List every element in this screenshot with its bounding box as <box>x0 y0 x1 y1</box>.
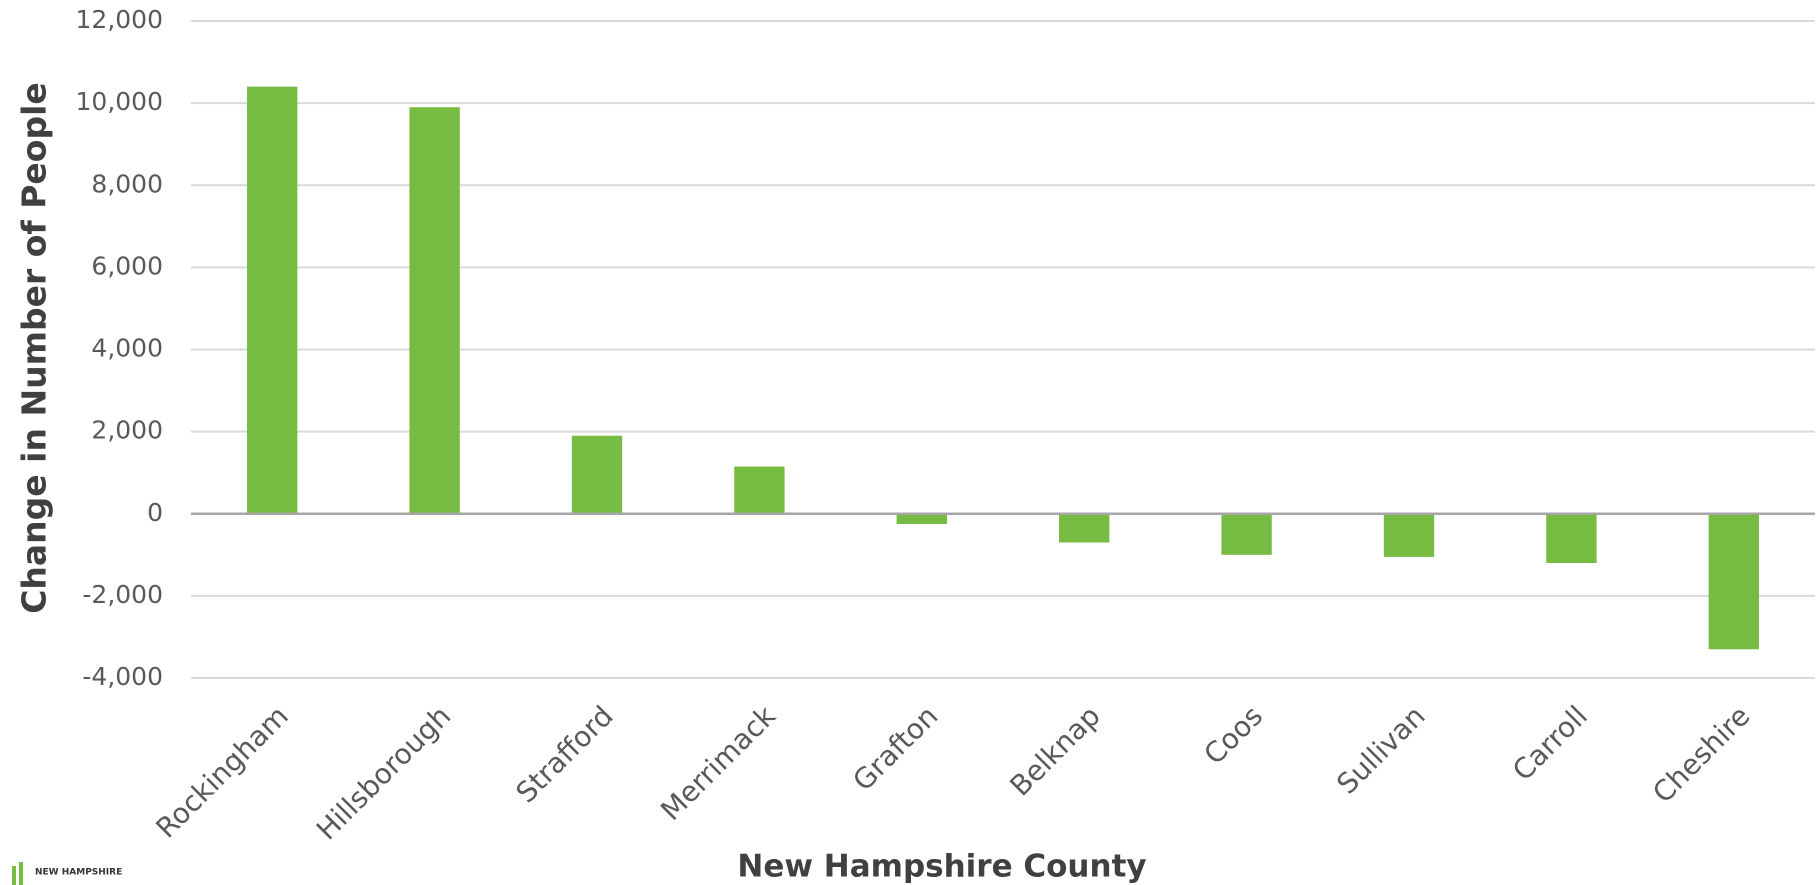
x-axis-title: New Hampshire County <box>737 849 1146 885</box>
x-tick-label: Grafton <box>846 699 944 797</box>
x-tick-label: Sullivan <box>1330 699 1431 800</box>
x-tick-label: Coos <box>1198 699 1270 771</box>
logo-text: NEW HAMPSHIRE <box>35 868 122 878</box>
y-tick-label: 0 <box>147 498 163 527</box>
x-tick-label: Carroll <box>1506 699 1594 787</box>
bar <box>1546 513 1597 564</box>
y-tick-label: 4,000 <box>91 334 163 363</box>
bar <box>409 107 460 514</box>
x-tick-label: Rockingham <box>150 699 295 844</box>
bar <box>247 86 298 514</box>
bar <box>1059 513 1110 543</box>
bar <box>1221 513 1272 555</box>
y-tick-label: -4,000 <box>82 662 163 691</box>
logo-mark <box>19 862 23 885</box>
bar <box>1383 513 1435 557</box>
x-tick-label: Hillsborough <box>310 699 457 846</box>
x-tick-label: Merrimack <box>654 699 782 827</box>
y-tick-label: 10,000 <box>76 87 163 116</box>
y-tick-label: 2,000 <box>91 416 163 445</box>
bar <box>571 435 623 514</box>
y-tick-label: 12,000 <box>76 5 163 34</box>
y-tick-label: 8,000 <box>91 169 163 198</box>
x-tick-label: Belknap <box>1003 699 1106 802</box>
bar <box>1708 513 1759 650</box>
x-tick-label: Strafford <box>510 699 620 809</box>
y-tick-label: 6,000 <box>91 251 163 280</box>
x-tick-label: Cheshire <box>1646 699 1756 809</box>
y-tick-label: -2,000 <box>82 580 163 609</box>
bar <box>734 466 785 514</box>
logo-mark <box>12 866 16 885</box>
bar <box>896 513 947 525</box>
y-axis-title: Change in Number of People <box>15 82 54 614</box>
